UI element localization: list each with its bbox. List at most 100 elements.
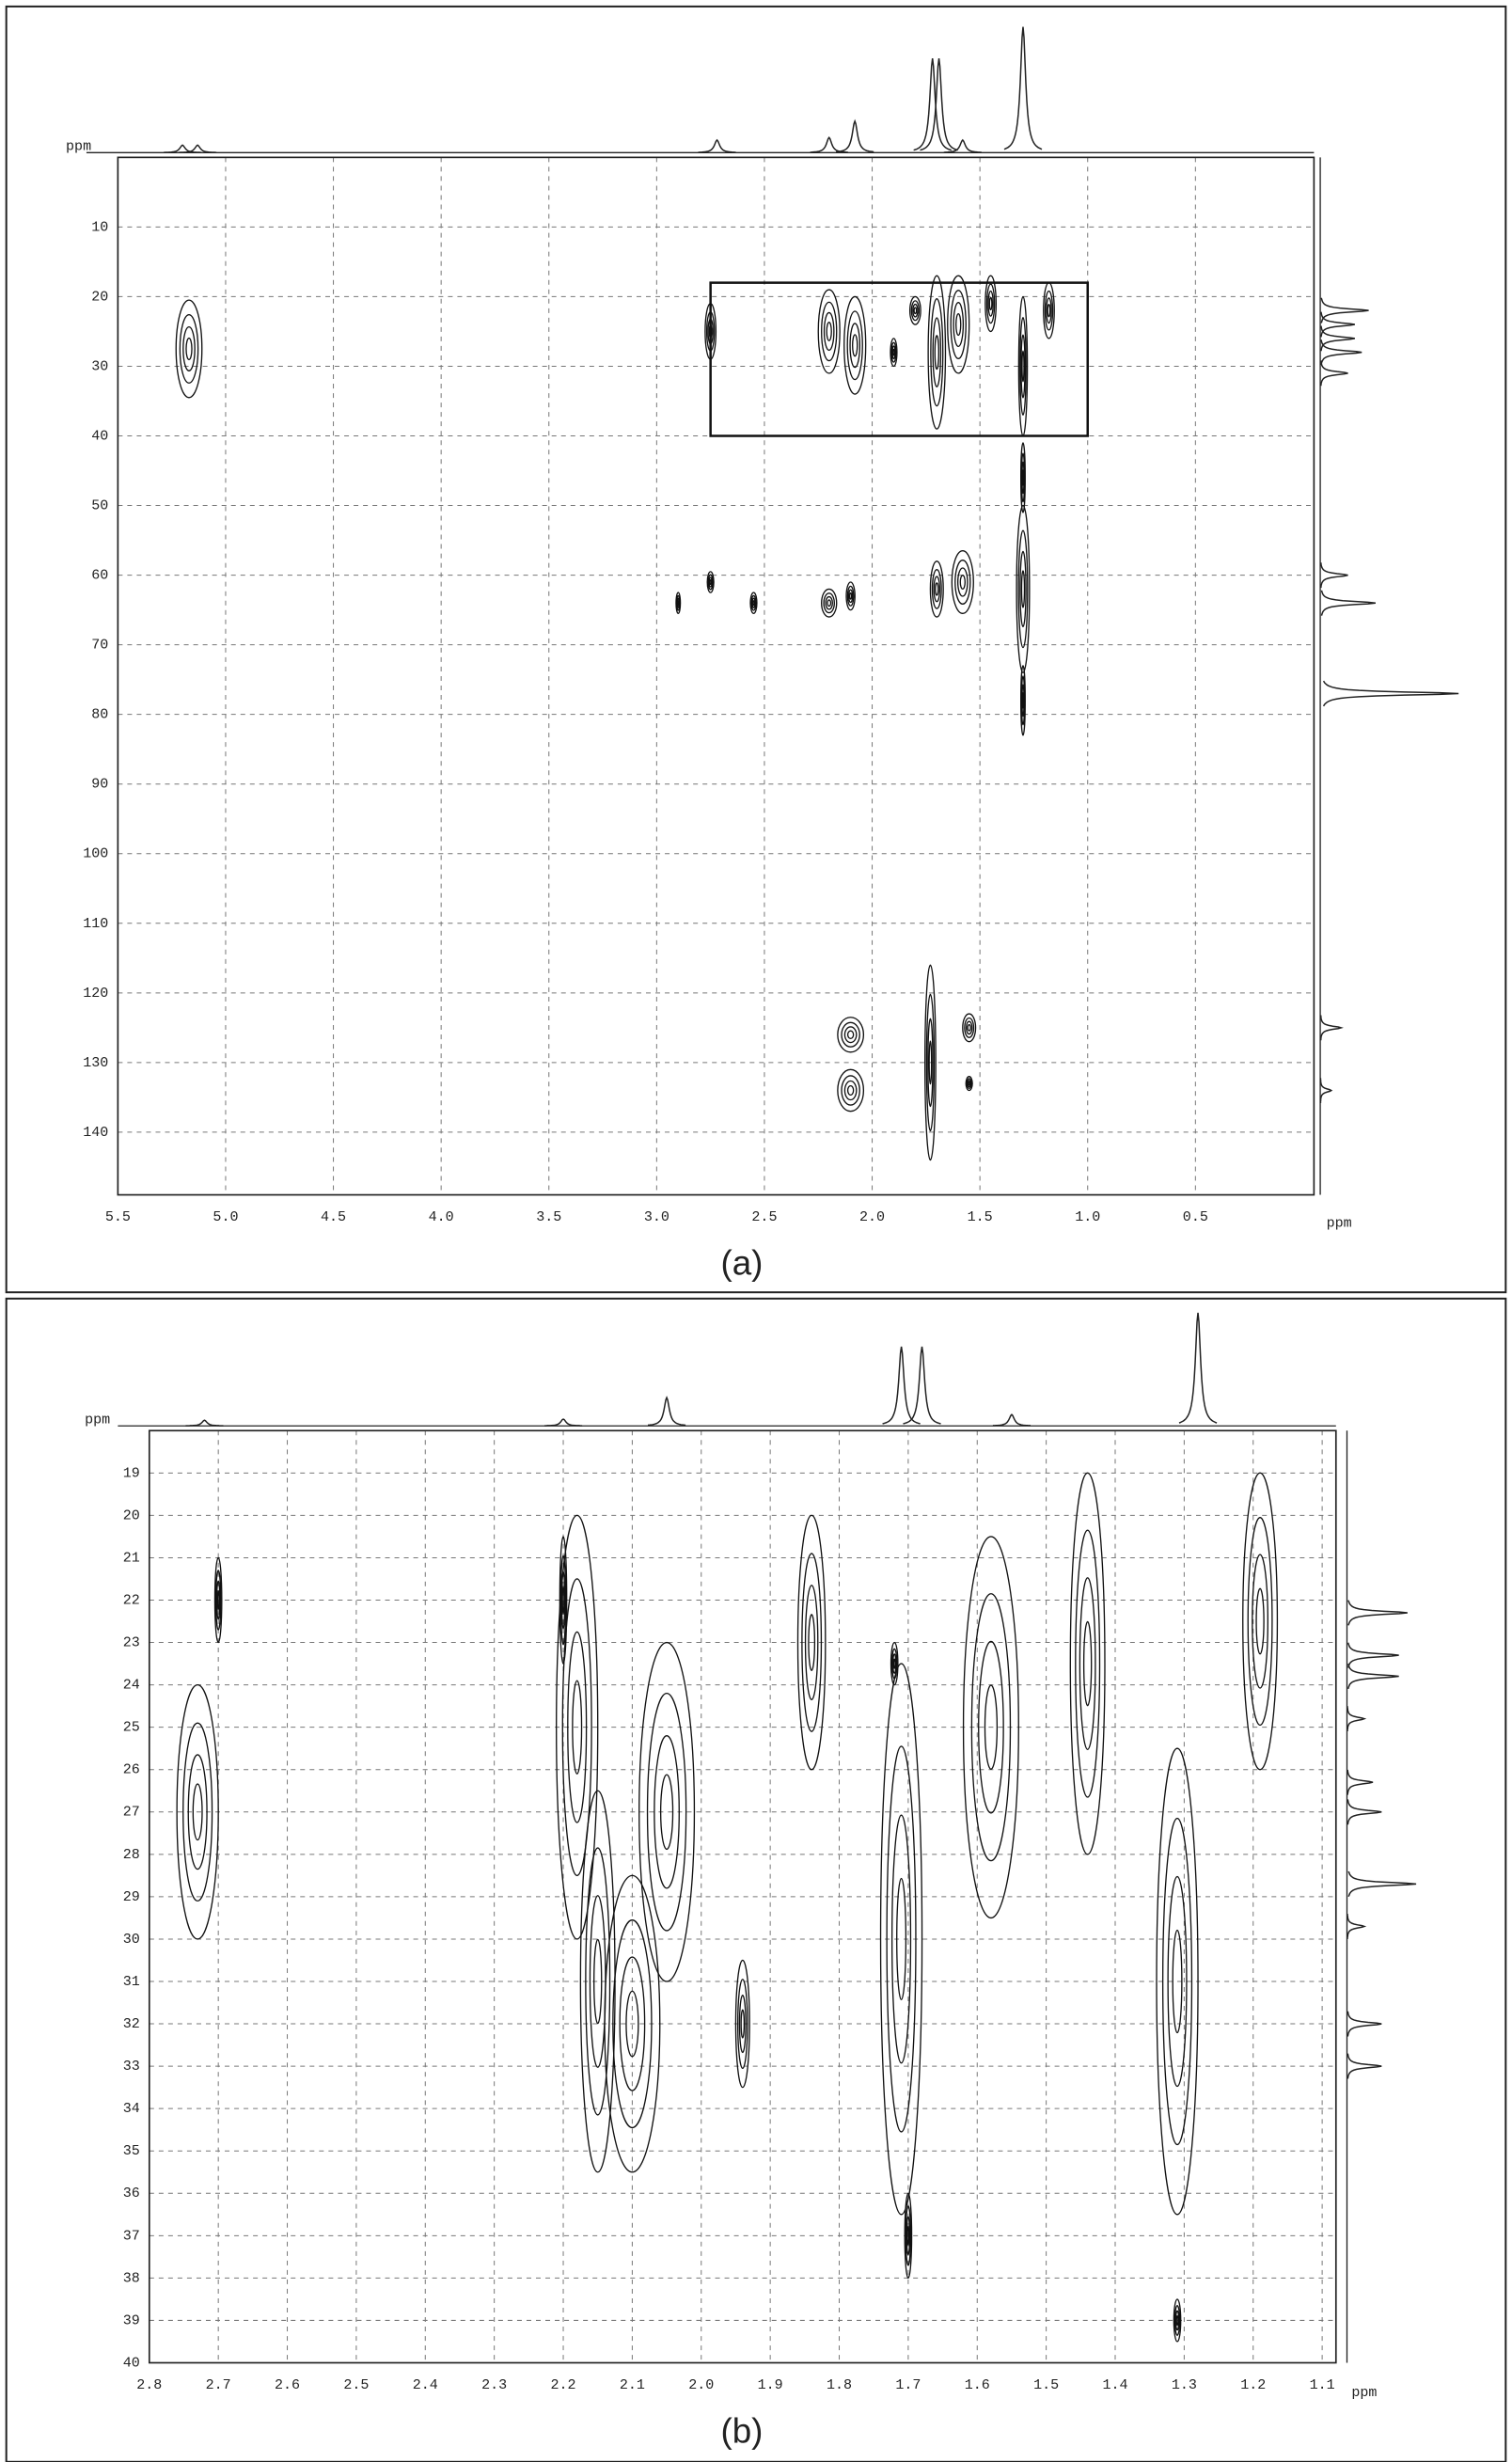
peak-contour xyxy=(933,576,941,603)
peak xyxy=(1017,295,1029,437)
peak-contour xyxy=(593,1938,603,2025)
peak-contour xyxy=(891,345,896,359)
peak-contour xyxy=(707,574,714,591)
peak-contour xyxy=(841,1075,860,1106)
peak xyxy=(1020,665,1026,736)
right-projection-peak xyxy=(1320,325,1355,352)
peak-contour xyxy=(215,1580,221,1620)
peak-contour xyxy=(612,1918,653,2129)
peak-contour xyxy=(654,1735,680,1889)
peak-contour xyxy=(843,1026,858,1044)
peak-contour xyxy=(1020,334,1026,399)
top-projection-peak xyxy=(544,1418,583,1427)
y-tick-label: 10 xyxy=(91,218,108,235)
x-axis-label: ppm xyxy=(1327,1215,1352,1232)
peak-contour xyxy=(1021,350,1025,383)
right-projection-peak xyxy=(1320,360,1348,387)
peak xyxy=(1242,1472,1279,1771)
peak-contour xyxy=(1161,1817,1193,2146)
peak-contour xyxy=(1079,1577,1096,1750)
peak-contour xyxy=(823,311,835,352)
right-projection-peak xyxy=(1347,1600,1408,1626)
peak-contour xyxy=(906,2216,911,2256)
peak-contour xyxy=(738,1994,747,2054)
x-tick-label: 1.1 xyxy=(1310,2376,1335,2393)
peak-contour xyxy=(891,1653,897,1674)
peak-contour xyxy=(932,317,942,387)
peak-contour xyxy=(954,560,971,605)
peak xyxy=(837,1017,865,1053)
top-projection-peak xyxy=(810,136,848,153)
peak xyxy=(962,1013,977,1043)
peak xyxy=(559,1536,568,1665)
peak xyxy=(706,571,715,593)
x-tick-label: 2.5 xyxy=(751,1208,777,1225)
right-projection-peak xyxy=(1320,311,1355,338)
peak-contour xyxy=(1021,692,1025,709)
top-projection-peak xyxy=(913,57,953,151)
peak xyxy=(879,1663,923,2216)
peak-contour xyxy=(935,582,939,596)
peak-contour xyxy=(826,322,832,341)
peak-contour xyxy=(928,1040,933,1085)
peak-contour xyxy=(934,335,939,371)
peak-contour xyxy=(965,1020,973,1035)
peak xyxy=(1173,2298,1182,2343)
peak xyxy=(175,299,203,399)
peak-contour xyxy=(1172,1929,1183,2034)
peak-contour xyxy=(852,334,858,357)
y-tick-label: 39 xyxy=(123,2312,140,2328)
peak-contour xyxy=(808,1614,816,1671)
peak-contour xyxy=(1247,1516,1273,1727)
y-tick-label: 26 xyxy=(123,1761,140,1778)
y-tick-label: 110 xyxy=(83,915,108,932)
peak-contour xyxy=(930,297,944,407)
peak xyxy=(984,275,997,333)
peak-contour xyxy=(709,578,713,586)
peak xyxy=(890,1641,899,1686)
y-tick-label: 24 xyxy=(123,1677,140,1694)
x-tick-label: 1.6 xyxy=(965,2376,990,2393)
right-projection-peak xyxy=(1347,1799,1382,1825)
y-tick-label: 140 xyxy=(83,1124,108,1141)
peak-contour xyxy=(985,283,996,324)
right-projection-peak xyxy=(1322,680,1459,707)
x-tick-label: 2.0 xyxy=(688,2376,714,2393)
x-tick-label: 1.8 xyxy=(827,2376,852,2393)
peak-contour xyxy=(1017,529,1029,649)
y-tick-label: 33 xyxy=(123,2058,140,2075)
x-tick-label: 0.5 xyxy=(1183,1208,1208,1225)
peak-contour xyxy=(659,1774,674,1851)
peak-contour xyxy=(892,1658,896,1669)
peak xyxy=(924,964,937,1161)
peak xyxy=(1156,1747,1199,2216)
right-projection-peak xyxy=(1320,297,1369,324)
peak-contour xyxy=(846,310,863,381)
y-tick-label: 40 xyxy=(91,427,108,444)
top-projection-peak xyxy=(903,1346,941,1425)
peak xyxy=(213,1556,223,1644)
y-tick-label: 21 xyxy=(123,1549,140,1566)
top-projection-peak xyxy=(647,1396,686,1427)
peak-contour xyxy=(585,1847,611,2116)
peak xyxy=(638,1641,696,1982)
x-tick-label: 4.0 xyxy=(429,1208,454,1225)
peak-contour xyxy=(1174,2310,1180,2331)
peak-contour xyxy=(953,302,965,348)
peak-contour xyxy=(1082,1620,1093,1707)
peak-contour xyxy=(567,1631,588,1823)
peak-contour xyxy=(185,337,193,361)
peak-contour xyxy=(886,1745,917,2133)
peak xyxy=(176,1683,219,1940)
peak-contour xyxy=(804,1585,819,1701)
peak-contour xyxy=(846,1084,855,1097)
y-tick-label: 20 xyxy=(91,288,108,305)
peak-contour xyxy=(736,1979,748,2070)
peak-contour xyxy=(677,600,680,607)
y-tick-label: 38 xyxy=(123,2269,140,2286)
y-tick-label: 37 xyxy=(123,2227,140,2244)
y-tick-label: 80 xyxy=(91,706,108,723)
right-projection-peak xyxy=(1320,590,1376,616)
right-projection-peak xyxy=(1347,2053,1382,2079)
y-tick-label: 35 xyxy=(123,2142,140,2159)
